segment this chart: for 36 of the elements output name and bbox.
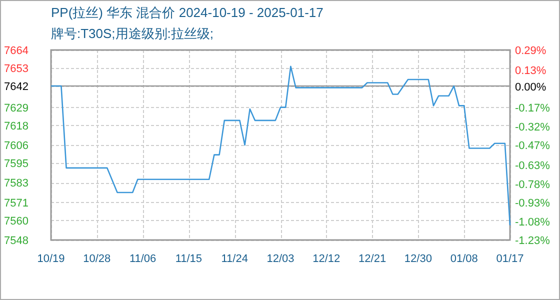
y2-tick-label: -0.93%: [515, 198, 550, 210]
chart-title: PP(拉丝) 华东 混合价 2024-10-19 - 2025-01-17: [51, 5, 324, 20]
y-tick-label: 7606: [4, 140, 28, 152]
y2-tick-label: -1.23%: [515, 235, 550, 247]
y2-tick-label: -0.32%: [515, 121, 550, 134]
y-tick-label: 7618: [4, 120, 28, 132]
y-tick-label: 7571: [4, 197, 28, 210]
y-tick-label: 7583: [4, 178, 28, 190]
x-tick-label: 12/03: [266, 253, 294, 265]
x-tick-label: 01/08: [450, 253, 478, 265]
y-tick-label: 7560: [4, 215, 28, 228]
x-tick-label: 12/12: [312, 253, 340, 265]
y2-tick-label: -0.78%: [515, 178, 550, 191]
y-tick-label: 7629: [4, 102, 28, 114]
x-tick-label: 10/28: [83, 253, 111, 265]
y2-tick-label: -0.63%: [515, 160, 550, 172]
y2-tick-label: -0.17%: [515, 102, 550, 114]
y2-tick-label: 0.00%: [515, 81, 546, 94]
y-tick-label: 7653: [4, 63, 28, 76]
x-tick-label: 10/19: [37, 253, 65, 265]
x-tick-label: 01/17: [496, 253, 524, 265]
y-tick-label: 7548: [4, 235, 28, 247]
y2-tick-label: 0.13%: [515, 65, 546, 77]
x-tick-label: 11/15: [175, 253, 202, 265]
x-tick-label: 12/30: [404, 253, 432, 265]
y-tick-label: 7642: [4, 81, 28, 94]
x-tick-label: 12/21: [358, 253, 386, 265]
line-series: [50, 66, 511, 226]
y-tick-label: 7664: [4, 45, 28, 57]
chart-subtitle: 牌号:T30S;用途级别:拉丝级;: [51, 26, 214, 41]
x-tick-label: 11/06: [129, 253, 156, 265]
y2-tick-label: 0.29%: [515, 45, 546, 57]
y2-tick-label: -1.08%: [515, 216, 550, 228]
x-tick-label: 11/24: [221, 253, 248, 265]
y2-tick-label: -0.47%: [515, 140, 550, 152]
y-tick-label: 7595: [4, 158, 28, 170]
